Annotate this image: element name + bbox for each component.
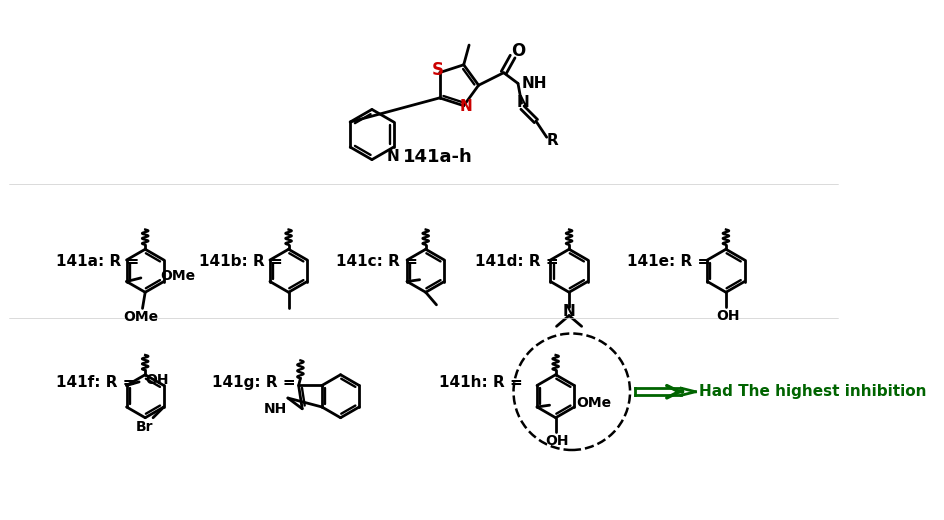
Text: OMe: OMe: [160, 269, 195, 283]
Text: 141a-h: 141a-h: [402, 148, 472, 166]
Text: OH: OH: [145, 373, 169, 387]
Text: OH: OH: [545, 434, 568, 448]
Text: N: N: [562, 305, 575, 319]
Text: N: N: [459, 99, 471, 114]
Text: O: O: [511, 42, 525, 60]
Text: 141d: R =: 141d: R =: [475, 254, 558, 269]
Text: 141a: R =: 141a: R =: [56, 254, 139, 269]
Text: NH: NH: [263, 402, 287, 416]
Text: R: R: [546, 133, 557, 148]
Text: 141c: R =: 141c: R =: [336, 254, 417, 269]
Text: OH: OH: [716, 308, 739, 322]
Text: N: N: [386, 149, 398, 164]
Text: 141f: R =: 141f: R =: [56, 375, 135, 391]
Text: 141h: R =: 141h: R =: [439, 375, 522, 391]
Text: 141g: R =: 141g: R =: [212, 375, 295, 391]
Text: Had The highest inhibition: Had The highest inhibition: [699, 384, 925, 399]
Text: 141b: R =: 141b: R =: [199, 254, 282, 269]
Text: Br: Br: [135, 420, 153, 434]
Text: N: N: [516, 95, 530, 110]
Text: NH: NH: [521, 76, 547, 91]
Text: OMe: OMe: [123, 310, 158, 324]
Text: S: S: [431, 61, 444, 79]
Text: 141e: R =: 141e: R =: [627, 254, 710, 269]
Text: OMe: OMe: [576, 396, 611, 410]
